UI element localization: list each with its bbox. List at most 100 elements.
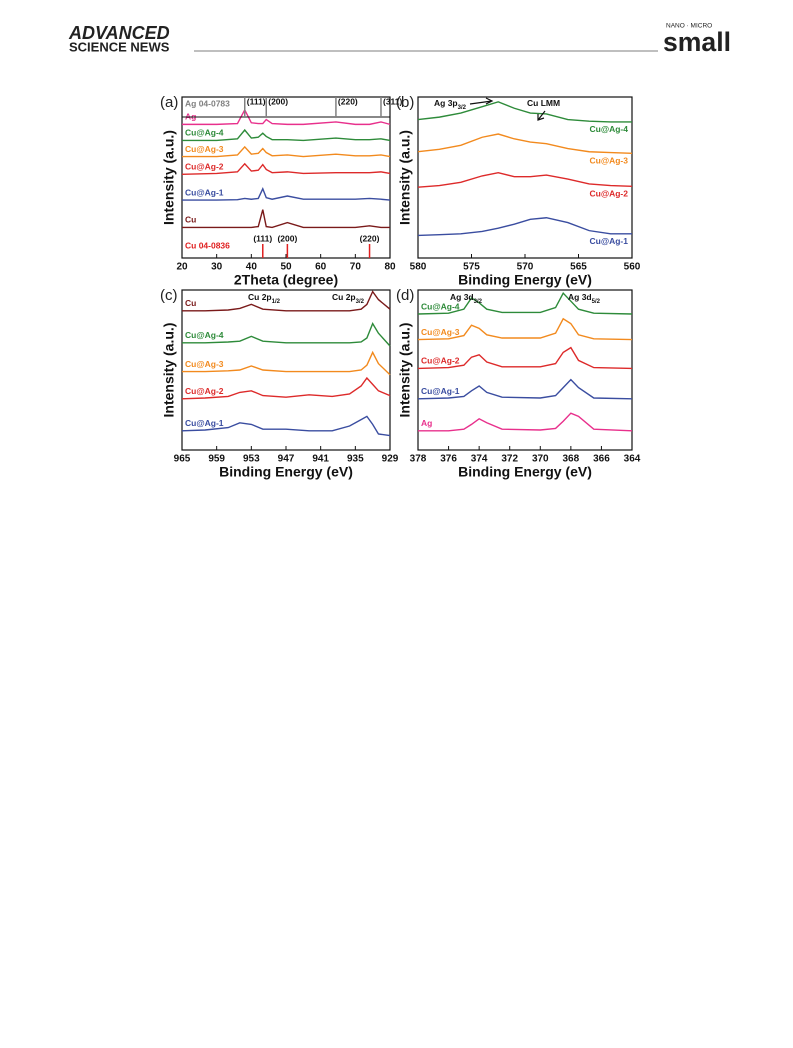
spectrum-line [182, 350, 391, 376]
annotation: Cu 2p1/2 [248, 292, 281, 304]
arrow [537, 110, 546, 121]
x-tick-label: 368 [563, 454, 580, 465]
series-label: Cu@Ag-3 [185, 144, 224, 154]
series-label: Cu@Ag-2 [421, 356, 460, 366]
spectrum-line [417, 133, 633, 155]
annotation-text: Ag 3d [450, 292, 474, 302]
reference-label: (111) [247, 96, 266, 106]
annotation-text: Ag 3d [568, 292, 592, 302]
y-axis-title: Intensity (a.u.) [161, 130, 177, 225]
brand-top: ADVANCED [68, 23, 170, 43]
spectrum-line [182, 290, 391, 312]
x-tick-label: 565 [570, 262, 587, 273]
reference-name: Cu 04-0836 [185, 240, 230, 250]
reference-label: (311) [383, 96, 403, 106]
x-axis-title: Binding Energy (eV) [219, 464, 353, 480]
x-axis-title: 2Theta (degree) [234, 272, 338, 288]
journal-top: NANO · MICRO [666, 23, 712, 30]
spectrum-line [182, 209, 390, 229]
reference-label: (220) [360, 233, 380, 243]
x-tick-label: 570 [517, 262, 534, 273]
x-tick-label: 70 [350, 262, 362, 273]
spectrum-line [182, 128, 391, 142]
x-tick-label: 50 [280, 262, 292, 273]
x-tick-label: 366 [593, 454, 610, 465]
annotation-subscript: 3/2 [356, 299, 365, 305]
annotation: Cu 2p3/2 [332, 292, 365, 304]
x-tick-label: 60 [315, 262, 327, 273]
journal-name: small [663, 27, 731, 57]
x-tick-label: 370 [532, 454, 549, 465]
annotation-subscript: 1/2 [272, 299, 281, 305]
x-tick-label: 935 [347, 454, 364, 465]
x-tick-label: 575 [463, 262, 480, 273]
x-tick-label: 374 [471, 454, 488, 465]
panel-label: (c) [160, 287, 178, 304]
x-tick-label: 364 [624, 454, 641, 465]
y-axis-title: Intensity (a.u.) [161, 323, 177, 418]
series-label: Cu@Ag-3 [185, 359, 224, 369]
x-tick-label: 580 [410, 262, 427, 273]
series-label: Cu@Ag-1 [185, 418, 224, 428]
series-label: Cu@Ag-2 [185, 162, 224, 172]
annotation-subscript: 3/2 [474, 299, 483, 305]
x-tick-label: 378 [410, 454, 427, 465]
brand-bottom: SCIENCE NEWS [69, 39, 170, 54]
plot-frame [417, 289, 633, 451]
x-tick-label: 372 [501, 454, 518, 465]
annotation: Cu LMM [527, 98, 560, 108]
series-label: Cu [185, 298, 196, 308]
spectrum-line [417, 378, 633, 400]
annotation-text: Cu LMM [527, 98, 560, 108]
spectrum-line [182, 186, 391, 201]
annotation-text: Ag 3p [434, 98, 458, 108]
reference-label: (220) [338, 96, 358, 106]
spectrum-line [417, 317, 633, 341]
spectrum-line [417, 171, 633, 188]
annotation: Ag 3p3/2 [434, 98, 467, 110]
series-label: Ag [421, 418, 432, 428]
series-label: Cu@Ag-3 [421, 327, 460, 337]
x-tick-label: 40 [246, 262, 258, 273]
panel-label: (a) [160, 94, 178, 111]
reference-label: (200) [277, 233, 297, 243]
x-axis-title: Binding Energy (eV) [458, 272, 592, 288]
series-label: Cu [185, 215, 196, 225]
x-tick-label: 376 [440, 454, 457, 465]
spectrum-line [181, 162, 391, 175]
x-tick-label: 30 [211, 262, 223, 273]
y-axis-title: Intensity (a.u.) [397, 130, 413, 225]
annotation-text: Cu 2p [248, 292, 272, 302]
x-tick-label: 959 [208, 454, 225, 465]
series-label: Cu@Ag-4 [185, 128, 224, 138]
arrow [469, 97, 494, 105]
spectrum-line [181, 376, 391, 400]
spectrum-line [418, 412, 633, 432]
x-tick-label: 947 [278, 454, 295, 465]
series-label: Cu@Ag-1 [185, 187, 224, 197]
spectrum-line [417, 101, 632, 123]
spectrum-line [417, 217, 632, 237]
series-label: Cu@Ag-4 [421, 301, 460, 311]
spectrum-line [181, 415, 391, 437]
x-tick-label: 560 [624, 262, 641, 273]
y-axis-title: Intensity (a.u.) [397, 323, 413, 418]
panel-label: (b) [396, 94, 414, 111]
series-label: Cu@Ag-2 [185, 386, 224, 396]
x-axis-title: Binding Energy (eV) [458, 464, 592, 480]
series-label: Cu@Ag-1 [589, 236, 628, 246]
spectrum-line [182, 145, 391, 158]
annotation-subscript: 3/2 [458, 105, 467, 111]
series-label: Cu@Ag-4 [589, 124, 628, 134]
series-label: Cu@Ag-4 [185, 330, 224, 340]
series-label: Cu@Ag-1 [421, 386, 460, 396]
reference-label: (111) [253, 233, 272, 243]
spectrum-line [417, 292, 633, 315]
panel-label: (d) [396, 287, 414, 304]
reference-label: (200) [268, 96, 288, 106]
x-tick-label: 20 [176, 262, 188, 273]
series-label: Cu@Ag-2 [589, 189, 628, 199]
x-tick-label: 80 [384, 262, 396, 273]
annotation: Ag 3d3/2 [450, 292, 483, 304]
